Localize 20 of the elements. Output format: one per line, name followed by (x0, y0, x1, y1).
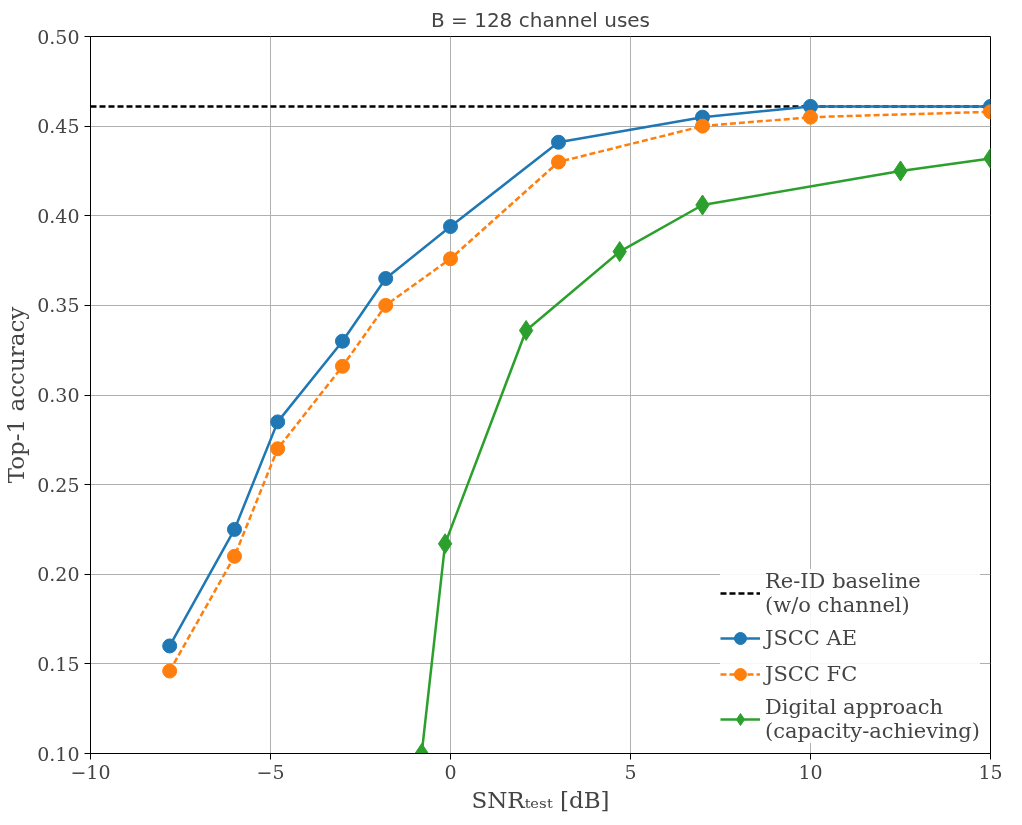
chart-title: B = 128 channel uses (430, 7, 651, 32)
y-tick-label: 0.40 (37, 204, 80, 227)
y-tick-label: 0.25 (37, 473, 80, 496)
legend-label: JSCC AE (764, 625, 858, 652)
legend-label: JSCC FC (764, 661, 858, 688)
y-tick-label: 0.15 (37, 652, 80, 675)
y-axis-title: Top-1 accuracy (3, 306, 30, 484)
y-tick-label: 0.35 (37, 294, 80, 317)
x-axis-title: SNRₜₑₛₜ [dB] (471, 786, 610, 813)
legend-label: Digital approach (capacity-achieving) (764, 695, 980, 743)
x-tick-label: 0 (444, 760, 457, 783)
x-tick-label: 10 (798, 760, 823, 783)
y-tick-label: 0.50 (37, 25, 80, 48)
y-tick-label: 0.30 (37, 384, 80, 406)
x-tick-label: −5 (256, 760, 285, 783)
y-tick-label: 0.45 (37, 115, 80, 138)
x-tick-label: 15 (978, 760, 1003, 783)
y-tick-label: 0.20 (37, 563, 80, 586)
x-tick-label: 5 (624, 760, 637, 783)
legend-label: Re-ID baseline (w/o channel) (764, 569, 921, 617)
